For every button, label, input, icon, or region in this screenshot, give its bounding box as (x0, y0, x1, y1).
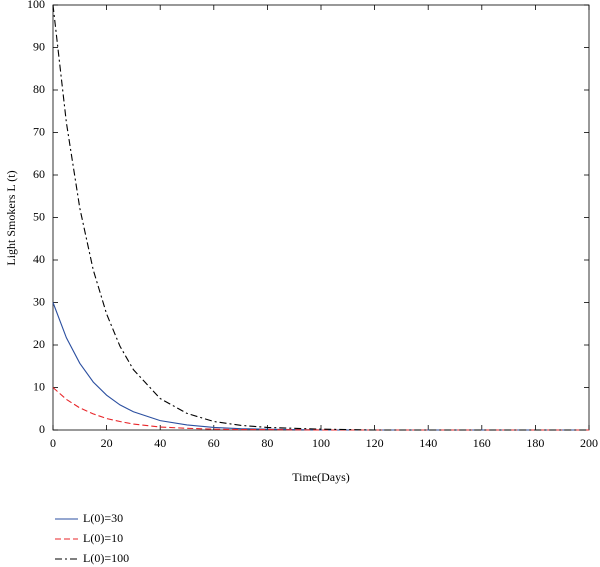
x-tick-label: 140 (419, 436, 437, 450)
x-tick-label: 200 (580, 436, 598, 450)
y-tick-label: 100 (27, 0, 45, 11)
y-tick-label: 60 (33, 167, 45, 181)
y-tick-label: 10 (33, 379, 45, 393)
y-tick-label: 70 (33, 124, 45, 138)
y-axis-label: Light Smokers L (t) (4, 170, 18, 265)
x-axis-label: Time(Days) (292, 470, 350, 484)
y-tick-label: 90 (33, 39, 45, 53)
y-tick-label: 40 (33, 252, 45, 266)
x-tick-label: 180 (526, 436, 544, 450)
legend-label: L(0)=30 (83, 511, 123, 525)
x-tick-label: 100 (312, 436, 330, 450)
legend-label: L(0)=10 (83, 531, 123, 545)
x-tick-label: 20 (101, 436, 113, 450)
x-tick-label: 0 (50, 436, 56, 450)
series-line (52, 387, 589, 431)
y-tick-label: 80 (33, 82, 45, 96)
x-tick-label: 60 (208, 436, 220, 450)
y-tick-label: 30 (33, 294, 45, 308)
legend-label: L(0)=100 (83, 551, 129, 565)
y-tick-label: 50 (33, 209, 45, 223)
x-tick-label: 160 (473, 436, 491, 450)
y-tick-label: 20 (33, 337, 45, 351)
y-tick-label: 0 (39, 422, 45, 436)
plot-frame (52, 4, 590, 431)
x-tick-label: 40 (154, 436, 166, 450)
x-tick-label: 120 (366, 436, 384, 450)
series-line (52, 4, 589, 431)
series-line (52, 302, 589, 431)
x-tick-label: 80 (261, 436, 273, 450)
